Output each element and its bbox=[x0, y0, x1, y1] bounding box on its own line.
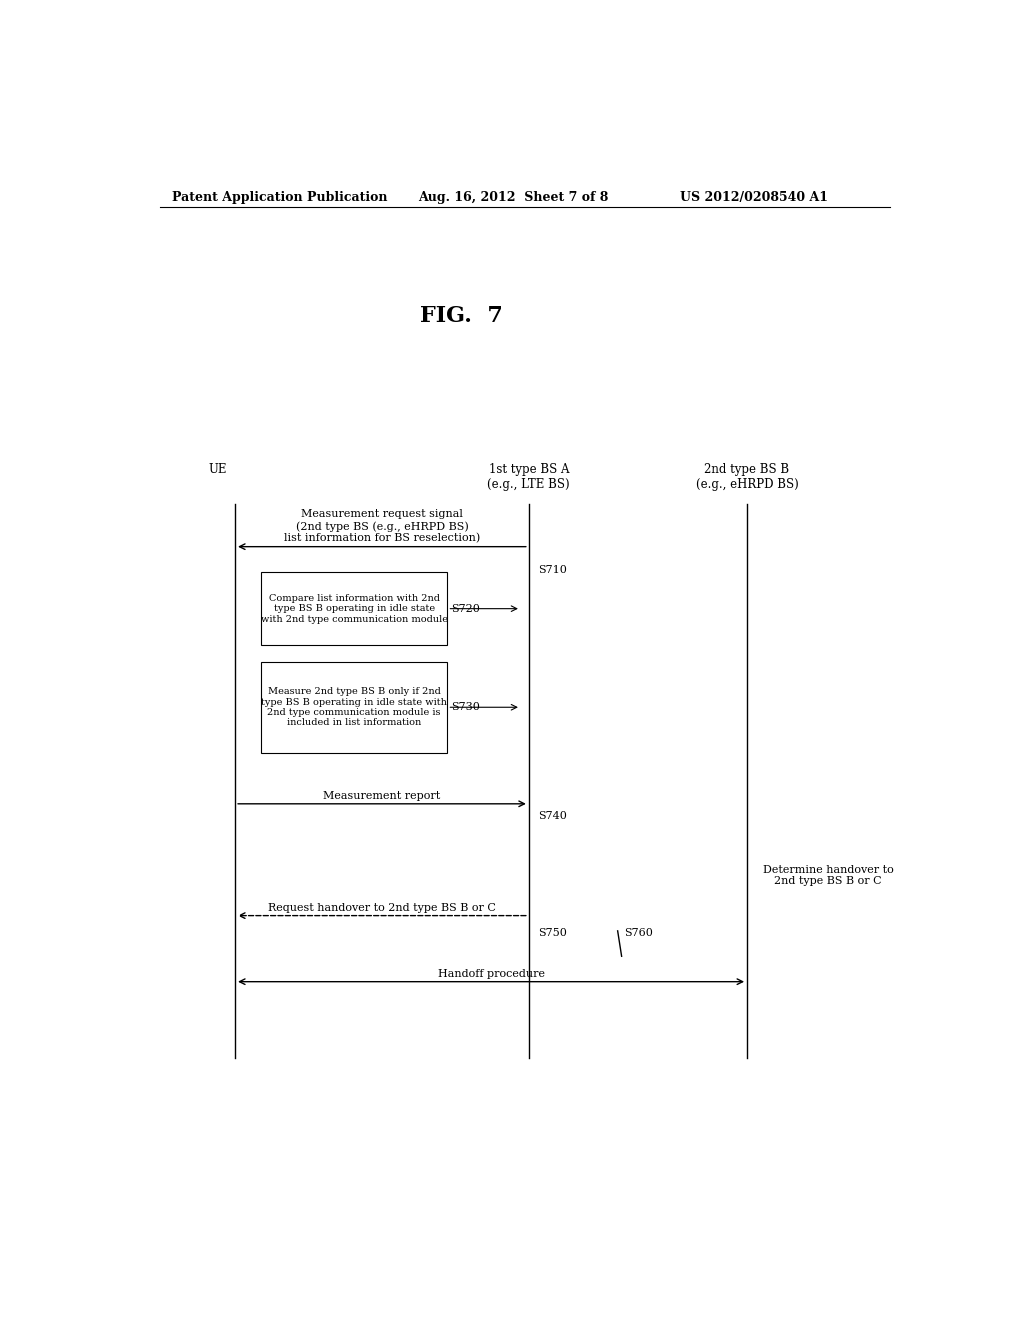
Bar bbox=[261, 572, 447, 645]
Text: US 2012/0208540 A1: US 2012/0208540 A1 bbox=[680, 191, 827, 203]
Text: S760: S760 bbox=[624, 928, 653, 937]
Bar bbox=[261, 661, 447, 752]
Text: Compare list information with 2nd
type BS B operating in idle state
with 2nd typ: Compare list information with 2nd type B… bbox=[261, 594, 447, 623]
Text: Aug. 16, 2012  Sheet 7 of 8: Aug. 16, 2012 Sheet 7 of 8 bbox=[418, 191, 608, 203]
Text: FIG.  7: FIG. 7 bbox=[420, 305, 503, 327]
Text: S720: S720 bbox=[452, 603, 480, 614]
Text: S710: S710 bbox=[539, 565, 567, 576]
Text: 2nd type BS B
(e.g., eHRPD BS): 2nd type BS B (e.g., eHRPD BS) bbox=[695, 463, 799, 491]
Text: Handoff procedure: Handoff procedure bbox=[437, 969, 545, 978]
Text: S750: S750 bbox=[539, 928, 567, 937]
Text: Measurement request signal
(2nd type BS (e.g., eHRPD BS)
list information for BS: Measurement request signal (2nd type BS … bbox=[284, 510, 480, 544]
Text: Patent Application Publication: Patent Application Publication bbox=[172, 191, 387, 203]
Text: S740: S740 bbox=[539, 810, 567, 821]
Text: 1st type BS A
(e.g., LTE BS): 1st type BS A (e.g., LTE BS) bbox=[487, 463, 570, 491]
Text: S730: S730 bbox=[452, 702, 480, 713]
Text: Measure 2nd type BS B only if 2nd
type BS B operating in idle state with
2nd typ: Measure 2nd type BS B only if 2nd type B… bbox=[261, 688, 447, 727]
Text: Determine handover to
2nd type BS B or C: Determine handover to 2nd type BS B or C bbox=[763, 865, 894, 887]
Text: Measurement report: Measurement report bbox=[324, 791, 440, 801]
Text: Request handover to 2nd type BS B or C: Request handover to 2nd type BS B or C bbox=[268, 903, 496, 912]
Text: UE: UE bbox=[209, 463, 227, 477]
